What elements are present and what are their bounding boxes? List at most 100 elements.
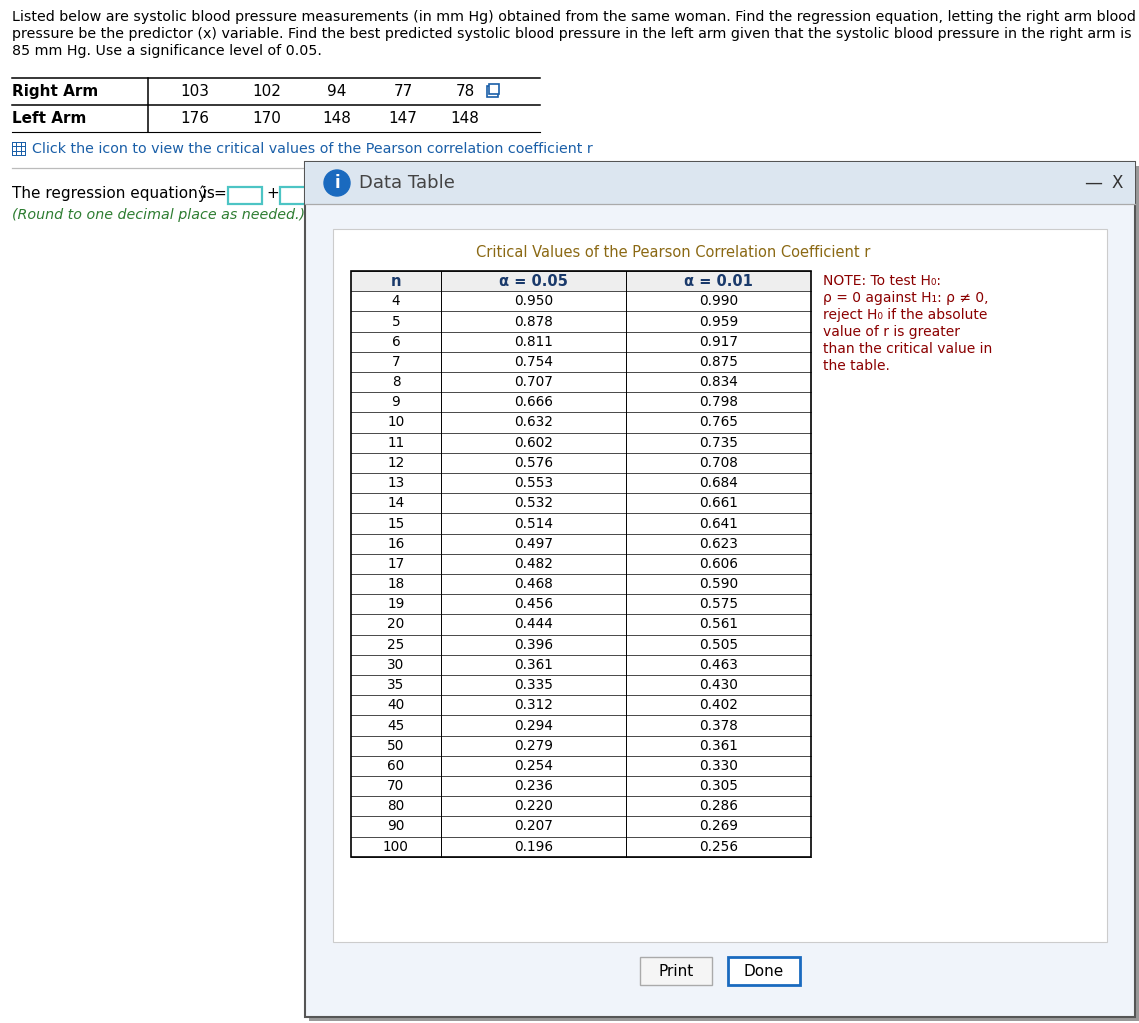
Text: 0.561: 0.561 — [699, 618, 738, 631]
Text: 20: 20 — [387, 618, 404, 631]
Text: the table.: the table. — [823, 359, 890, 373]
Text: 0.532: 0.532 — [514, 496, 554, 510]
Text: 0.378: 0.378 — [699, 718, 738, 732]
Text: 176: 176 — [180, 112, 210, 126]
Text: 0.305: 0.305 — [699, 780, 738, 793]
Text: 70: 70 — [387, 780, 404, 793]
Bar — [13, 142, 16, 146]
Text: 0.590: 0.590 — [699, 577, 738, 591]
Text: 0.514: 0.514 — [514, 517, 554, 531]
Text: 0.236: 0.236 — [514, 780, 552, 793]
Text: 0.707: 0.707 — [514, 375, 552, 389]
Text: 0.430: 0.430 — [699, 678, 738, 693]
Text: 5: 5 — [392, 314, 401, 328]
Bar — [13, 142, 26, 155]
Text: 0.661: 0.661 — [699, 496, 738, 510]
Text: 148: 148 — [322, 112, 352, 126]
Text: ρ = 0 against H₁: ρ ≠ 0,: ρ = 0 against H₁: ρ ≠ 0, — [823, 292, 989, 305]
Text: 10: 10 — [387, 415, 404, 430]
Text: The regression equation is: The regression equation is — [13, 186, 220, 201]
Text: Right Arm: Right Arm — [13, 84, 98, 99]
Bar — [17, 142, 21, 146]
Text: 9: 9 — [392, 395, 401, 409]
Text: i: i — [334, 174, 339, 192]
Bar — [305, 162, 1134, 204]
Text: 6: 6 — [392, 335, 400, 349]
Text: 147: 147 — [388, 112, 417, 126]
Text: 0.606: 0.606 — [699, 557, 738, 571]
Text: 0.708: 0.708 — [699, 456, 738, 470]
Text: 0.632: 0.632 — [514, 415, 552, 430]
Text: 0.497: 0.497 — [514, 537, 554, 550]
Text: 0.254: 0.254 — [514, 759, 554, 773]
Text: 50: 50 — [387, 739, 404, 753]
Bar — [309, 166, 1139, 1021]
Text: 0.754: 0.754 — [514, 355, 554, 369]
Bar — [489, 84, 499, 93]
Text: 12: 12 — [387, 456, 404, 470]
Text: Done: Done — [744, 964, 784, 979]
Bar — [22, 147, 25, 150]
Text: 18: 18 — [387, 577, 404, 591]
Text: 0.834: 0.834 — [699, 375, 738, 389]
Text: —: — — [1084, 174, 1103, 192]
Text: 0.765: 0.765 — [699, 415, 738, 430]
Text: 0.575: 0.575 — [699, 597, 738, 612]
Bar — [22, 152, 25, 155]
Text: 0.279: 0.279 — [514, 739, 554, 753]
Text: n: n — [391, 273, 401, 288]
Text: 60: 60 — [387, 759, 404, 773]
Bar — [728, 957, 800, 985]
Text: 0.875: 0.875 — [699, 355, 738, 369]
Text: 0.463: 0.463 — [699, 658, 738, 672]
Text: 103: 103 — [180, 84, 210, 99]
Text: NOTE: To test H₀:: NOTE: To test H₀: — [823, 274, 941, 288]
Text: Print: Print — [658, 964, 694, 979]
Text: 0.207: 0.207 — [514, 819, 552, 834]
Text: 0.456: 0.456 — [514, 597, 554, 612]
Text: 25: 25 — [387, 637, 404, 652]
Bar — [228, 187, 262, 204]
Bar — [487, 86, 498, 96]
Text: 0.641: 0.641 — [699, 517, 738, 531]
Bar — [333, 229, 1107, 942]
Text: 0.220: 0.220 — [514, 799, 552, 813]
Text: α = 0.05: α = 0.05 — [499, 273, 568, 288]
Text: Data Table: Data Table — [359, 174, 454, 192]
Text: pressure be the predictor (x) variable. Find the best predicted systolic blood p: pressure be the predictor (x) variable. … — [13, 27, 1132, 41]
Text: Left Arm: Left Arm — [13, 112, 87, 126]
Text: 0.269: 0.269 — [699, 819, 738, 834]
Text: 40: 40 — [387, 699, 404, 712]
Text: 19: 19 — [387, 597, 404, 612]
Text: 0.878: 0.878 — [514, 314, 552, 328]
Text: 0.196: 0.196 — [514, 840, 554, 854]
Text: 77: 77 — [393, 84, 412, 99]
Text: 0.798: 0.798 — [699, 395, 738, 409]
Text: 7: 7 — [392, 355, 400, 369]
Text: 0.294: 0.294 — [514, 718, 554, 732]
Text: 13: 13 — [387, 476, 404, 490]
Bar — [640, 957, 712, 985]
Text: 0.330: 0.330 — [699, 759, 738, 773]
Text: 0.335: 0.335 — [514, 678, 554, 693]
Text: 80: 80 — [387, 799, 404, 813]
Bar — [280, 187, 314, 204]
Text: 0.959: 0.959 — [699, 314, 738, 328]
Text: x.: x. — [317, 186, 330, 201]
Text: 8: 8 — [392, 375, 400, 389]
Text: 0.402: 0.402 — [699, 699, 738, 712]
Text: 0.666: 0.666 — [514, 395, 552, 409]
Text: 45: 45 — [387, 718, 404, 732]
Text: 15: 15 — [387, 517, 404, 531]
Text: 94: 94 — [327, 84, 346, 99]
Text: 0.396: 0.396 — [514, 637, 554, 652]
Text: 100: 100 — [383, 840, 409, 854]
Bar — [13, 152, 16, 155]
Text: 0.553: 0.553 — [514, 476, 554, 490]
Text: 0.602: 0.602 — [514, 436, 552, 450]
Text: 0.811: 0.811 — [514, 335, 552, 349]
Text: 0.286: 0.286 — [699, 799, 738, 813]
Text: α = 0.01: α = 0.01 — [685, 273, 753, 288]
Text: 0.684: 0.684 — [699, 476, 738, 490]
Bar — [305, 162, 1134, 1017]
